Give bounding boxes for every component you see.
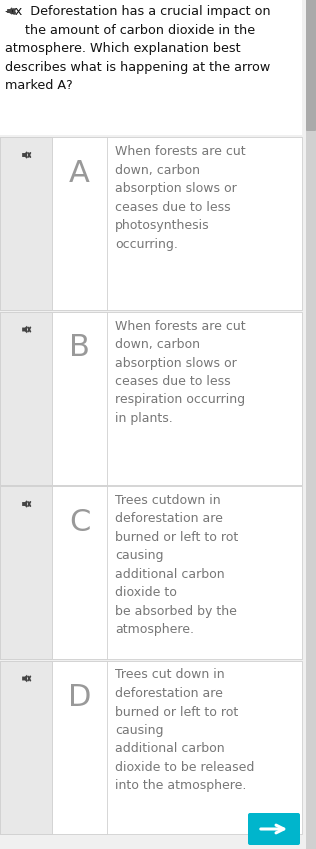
FancyBboxPatch shape bbox=[0, 661, 302, 834]
FancyBboxPatch shape bbox=[0, 0, 302, 135]
FancyBboxPatch shape bbox=[52, 486, 107, 659]
Polygon shape bbox=[7, 7, 12, 14]
Text: When forests are cut
down, carbon
absorption slows or
ceases due to less
photosy: When forests are cut down, carbon absorp… bbox=[115, 145, 246, 250]
FancyBboxPatch shape bbox=[52, 137, 107, 310]
FancyBboxPatch shape bbox=[0, 312, 52, 485]
Text: Trees cutdown in
deforestation are
burned or left to rot
causing
additional carb: Trees cutdown in deforestation are burne… bbox=[115, 494, 238, 637]
FancyBboxPatch shape bbox=[52, 661, 107, 834]
Polygon shape bbox=[22, 675, 27, 683]
FancyBboxPatch shape bbox=[0, 486, 52, 659]
Text: D: D bbox=[68, 683, 91, 711]
FancyBboxPatch shape bbox=[306, 0, 316, 131]
FancyBboxPatch shape bbox=[0, 312, 302, 485]
FancyBboxPatch shape bbox=[0, 486, 302, 659]
FancyBboxPatch shape bbox=[0, 661, 52, 834]
Text: ◄x  Deforestation has a crucial impact on
     the amount of carbon dioxide in t: ◄x Deforestation has a crucial impact on… bbox=[5, 5, 270, 92]
FancyBboxPatch shape bbox=[0, 137, 52, 310]
FancyBboxPatch shape bbox=[306, 0, 316, 849]
Text: B: B bbox=[69, 334, 90, 363]
FancyBboxPatch shape bbox=[52, 312, 107, 485]
Polygon shape bbox=[22, 326, 27, 334]
FancyBboxPatch shape bbox=[0, 137, 302, 310]
Text: When forests are cut
down, carbon
absorption slows or
ceases due to less
respira: When forests are cut down, carbon absorp… bbox=[115, 319, 246, 425]
Polygon shape bbox=[22, 151, 27, 159]
FancyBboxPatch shape bbox=[248, 813, 300, 845]
Text: A: A bbox=[69, 159, 90, 188]
Polygon shape bbox=[22, 500, 27, 508]
Text: C: C bbox=[69, 508, 90, 537]
FancyBboxPatch shape bbox=[0, 835, 302, 849]
Text: Trees cut down in
deforestation are
burned or left to rot
causing
additional car: Trees cut down in deforestation are burn… bbox=[115, 668, 254, 792]
